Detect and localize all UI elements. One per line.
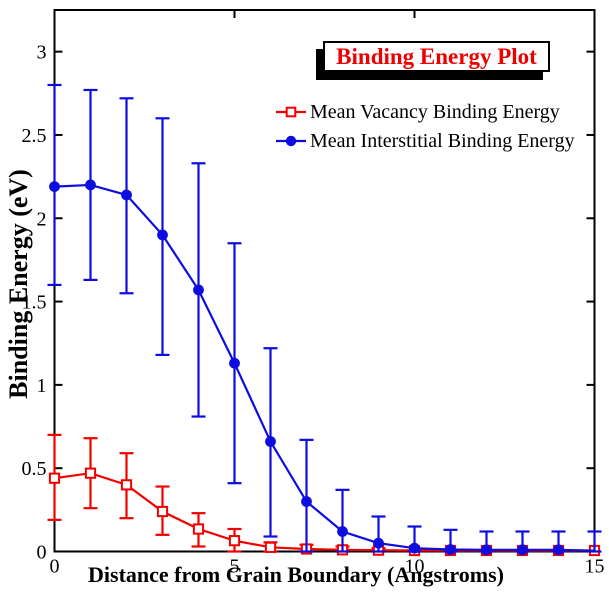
- vacancy-data-point: [264, 541, 277, 553]
- axis-frame: [53, 9, 596, 553]
- interstitial-data-point: [301, 496, 312, 507]
- y-axis-label: Binding Energy (eV): [4, 169, 33, 399]
- y-tick-label: 0.5: [22, 458, 47, 480]
- vacancy-legend-marker-icon: [276, 106, 306, 118]
- legend-item-vacancy: Mean Vacancy Binding Energy: [276, 101, 560, 123]
- interstitial-data-point: [193, 284, 204, 296]
- chart-title: Binding Energy Plot: [336, 43, 537, 69]
- legend-item-interstitial: Mean Interstitial Binding Energy: [276, 130, 575, 152]
- legend-label-interstitial: Mean Interstitial Binding Energy: [310, 130, 575, 152]
- interstitial-data-point: [553, 544, 564, 556]
- interstitial-data-point: [157, 229, 168, 241]
- y-tick-label: 2: [37, 208, 47, 230]
- interstitial-legend-marker-icon: [276, 135, 306, 147]
- y-tick-label: 0: [37, 542, 47, 564]
- legend-label-vacancy: Mean Vacancy Binding Energy: [310, 101, 560, 123]
- interstitial-data-point: [373, 537, 384, 549]
- title-box: Binding Energy Plot: [323, 41, 550, 72]
- vacancy-line: [54, 472, 595, 552]
- interstitial-line: [54, 183, 595, 552]
- y-tick-label: 3: [37, 42, 47, 64]
- y-tick-label: 1: [37, 375, 47, 397]
- interstitial-data-point: [121, 189, 132, 201]
- vacancy-markers: [48, 467, 601, 557]
- interstitial-data-point: [85, 179, 96, 191]
- x-tick-label: 10: [405, 556, 425, 578]
- x-axis-label: Distance from Grain Boundary (Angstroms): [88, 562, 504, 587]
- x-tick-label: 0: [50, 556, 60, 578]
- interstitial-data-point: [229, 357, 240, 369]
- interstitial-data-point: [265, 436, 276, 447]
- interstitial-markers: [49, 179, 564, 556]
- axis-ticks: [53, 10, 596, 553]
- interstitial-series: [47, 83, 602, 556]
- interstitial-data-point: [445, 544, 456, 555]
- vacancy-data-point: [84, 467, 97, 479]
- y-tick-label: 2.5: [22, 125, 47, 147]
- interstitial-data-point: [409, 542, 420, 554]
- x-tick-label: 5: [230, 556, 240, 578]
- interstitial-data-point: [49, 181, 60, 193]
- vacancy-data-point: [48, 472, 61, 484]
- interstitial-data-point: [481, 544, 492, 556]
- vacancy-data-point: [228, 535, 241, 547]
- vacancy-data-point: [120, 479, 133, 491]
- y-tick-label: 1.5: [22, 292, 47, 314]
- interstitial-data-point: [337, 526, 348, 537]
- vacancy-data-point: [156, 505, 169, 518]
- interstitial-data-point: [517, 544, 528, 556]
- x-tick-label: 15: [585, 556, 605, 578]
- vacancy-series: [47, 433, 601, 557]
- vacancy-data-point: [192, 523, 205, 535]
